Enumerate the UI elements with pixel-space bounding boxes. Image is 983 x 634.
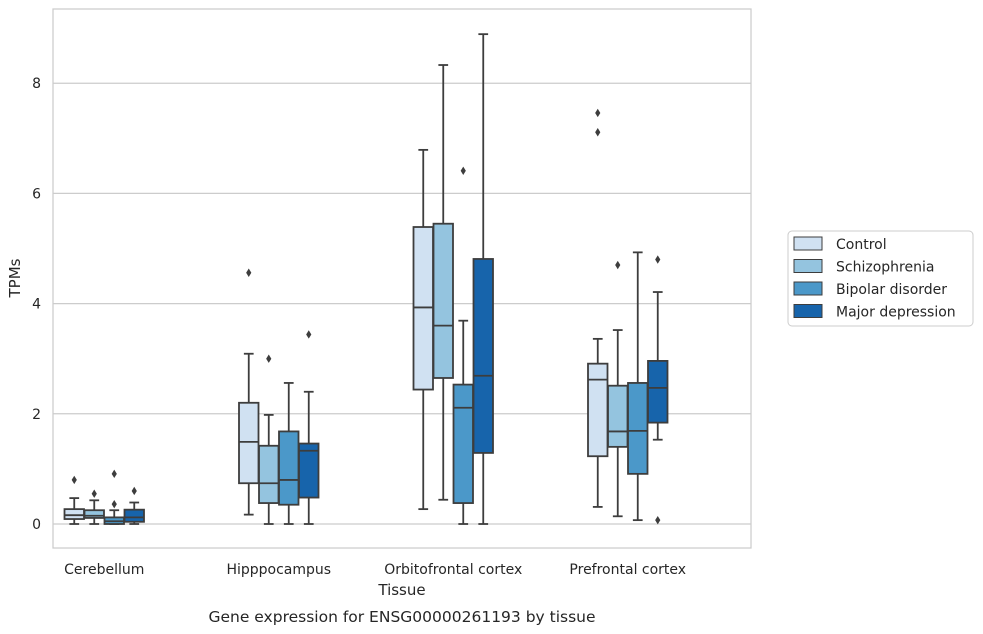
outlier-point (615, 260, 621, 270)
box-schizophrenia (83, 489, 105, 525)
legend-swatch (793, 281, 823, 296)
y-tick-label: 6 (32, 186, 41, 202)
iqr-box (647, 360, 669, 424)
outlier-point (71, 475, 77, 485)
iqr-box (123, 508, 145, 523)
y-tick-labels: 0 2 4 6 8 (32, 76, 41, 533)
box-major-depression (298, 330, 320, 525)
box-major-depression (647, 255, 669, 525)
x-tick-label: Hipppocampus (226, 562, 331, 578)
box-control (63, 475, 85, 525)
outlier-point (655, 515, 661, 525)
iqr-box (472, 258, 494, 454)
box-bipolar-disorder (627, 251, 649, 522)
box-control (412, 148, 434, 511)
x-tick-label: Orbitofrontal cortex (384, 562, 522, 578)
iqr-box (83, 509, 105, 519)
outlier-point (595, 128, 601, 137)
y-tick-label: 0 (32, 517, 41, 533)
box-schizophrenia (432, 64, 454, 501)
x-tick-labels: Cerebellum Hipppocampus Orbitofrontal cort… (64, 562, 686, 578)
iqr-box (278, 430, 300, 506)
outlier-point (595, 108, 601, 118)
legend-swatch (793, 259, 823, 273)
outlier-point (460, 166, 466, 176)
box-major-depression (123, 486, 145, 525)
iqr-box (627, 382, 649, 475)
legend-label: Schizophrenia (836, 260, 934, 276)
legend: Control Schizophrenia Bipolar disorder Majo… (787, 230, 974, 327)
x-tick-label: Prefrontal cortex (569, 562, 686, 578)
legend-label: Major depression (836, 305, 956, 321)
legend-frame (787, 230, 974, 327)
outlier-point (91, 489, 97, 498)
outlier-point (306, 330, 312, 339)
box-groups (63, 33, 669, 525)
legend-label: Bipolar disorder (836, 282, 947, 298)
outlier-point (655, 255, 661, 264)
box-schizophrenia (607, 260, 629, 518)
legend-label: Control (836, 237, 887, 253)
iqr-box (298, 442, 320, 499)
legend-swatch (793, 236, 823, 251)
outlier-point (246, 268, 252, 277)
legend-swatch (793, 304, 823, 318)
outlier-point (131, 486, 137, 496)
y-tick-label: 4 (32, 297, 41, 313)
iqr-box (432, 222, 454, 379)
iqr-box (607, 384, 629, 448)
outlier-point (111, 499, 117, 509)
y-tick-label: 8 (32, 76, 41, 92)
iqr-box (63, 508, 85, 520)
x-tick-label: Cerebellum (64, 562, 144, 578)
y-axis-label: TPMs (6, 258, 24, 298)
iqr-box (452, 383, 474, 504)
box-major-depression (472, 33, 494, 525)
outlier-point (266, 354, 272, 363)
x-axis-label: Tissue (377, 581, 425, 599)
y-tick-label: 2 (32, 407, 41, 423)
iqr-box (587, 362, 609, 458)
outlier-point (111, 469, 117, 479)
iqr-box (238, 401, 260, 485)
iqr-box (258, 444, 280, 504)
box-control (587, 108, 609, 508)
chart-caption: Gene expression for ENSG00000261193 by t… (208, 608, 595, 626)
box-control (238, 268, 260, 516)
